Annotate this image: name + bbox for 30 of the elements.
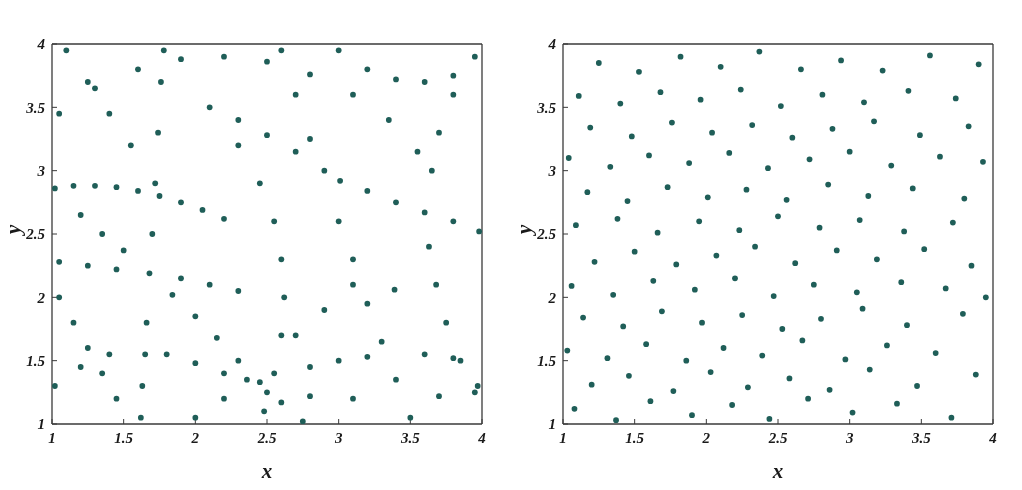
y-tick-label: 3.5 [536, 99, 557, 116]
y-tick-label: 1 [37, 416, 45, 433]
x-tick-label: 1.5 [625, 429, 645, 446]
x-tick-label: 2 [701, 429, 711, 446]
x-tick-label: 1.5 [114, 429, 134, 446]
x-axis-title: x [260, 459, 273, 483]
y-axis-title: y [512, 224, 537, 237]
x-tick-label: 3 [844, 429, 854, 446]
x-tick-label: 3.5 [399, 429, 421, 446]
y-tick-label: 2.5 [536, 226, 557, 243]
y-tick-label: 1.5 [26, 352, 46, 369]
y-tick-label: 2.5 [25, 226, 46, 243]
x-tick-label: 4 [988, 429, 998, 446]
x-tick-label: 2.5 [767, 429, 788, 446]
x-tick-label: 4 [477, 429, 487, 446]
y-tick-label: 3 [36, 162, 46, 179]
y-tick-label: 4 [36, 36, 46, 53]
y-tick-label: 3.5 [25, 99, 46, 116]
y-tick-label: 3 [547, 162, 557, 179]
x-tick-label: 2 [190, 429, 200, 446]
x-tick-label: 3.5 [910, 429, 932, 446]
y-tick-label: 2 [547, 289, 557, 306]
x-tick-label: 3 [333, 429, 343, 446]
y-tick-label: 1 [548, 416, 556, 433]
y-tick-label: 1.5 [537, 352, 557, 369]
y-axis-title: y [1, 224, 26, 237]
y-tick-label: 2 [36, 289, 46, 306]
x-axis-title: x [771, 459, 784, 483]
y-tick-label: 4 [547, 36, 557, 53]
x-tick-label: 2.5 [256, 429, 277, 446]
